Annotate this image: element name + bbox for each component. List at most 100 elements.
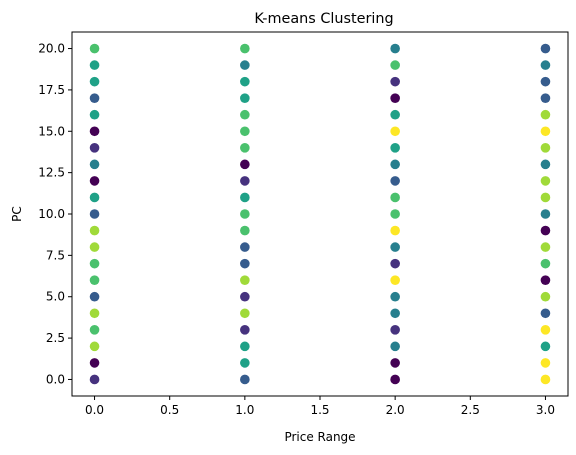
y-tick-label: 2.5 bbox=[46, 331, 65, 345]
data-point bbox=[89, 225, 100, 236]
data-point bbox=[240, 192, 250, 203]
y-tick-label: 20.0 bbox=[38, 42, 65, 56]
data-point bbox=[540, 358, 551, 368]
data-point bbox=[240, 325, 250, 335]
data-point bbox=[390, 159, 400, 170]
data-point bbox=[540, 242, 551, 252]
data-point bbox=[89, 192, 100, 203]
y-tick-label: 7.5 bbox=[46, 248, 65, 262]
data-point bbox=[240, 43, 250, 54]
data-point bbox=[540, 192, 551, 203]
data-point bbox=[89, 242, 100, 252]
data-point bbox=[540, 76, 551, 87]
data-point bbox=[89, 176, 100, 186]
data-point bbox=[89, 93, 100, 103]
data-point bbox=[89, 325, 100, 335]
y-tick-label: 12.5 bbox=[38, 166, 65, 180]
data-point bbox=[89, 258, 100, 269]
data-point bbox=[89, 291, 100, 302]
x-tick-label: 2.0 bbox=[386, 403, 405, 417]
data-point bbox=[240, 358, 250, 368]
data-point bbox=[390, 60, 400, 70]
x-tick-label: 2.5 bbox=[461, 403, 480, 417]
data-point bbox=[240, 242, 250, 252]
data-point bbox=[390, 308, 400, 319]
data-point bbox=[89, 308, 100, 319]
data-point bbox=[540, 109, 551, 120]
data-point bbox=[89, 341, 100, 352]
data-point bbox=[540, 43, 551, 54]
data-point bbox=[240, 374, 250, 385]
data-point bbox=[240, 209, 250, 219]
data-point bbox=[540, 126, 551, 137]
data-point bbox=[540, 225, 551, 236]
y-tick-label: 17.5 bbox=[38, 83, 65, 97]
x-axis-ticks: 0.0 0.5 1.0 1.5 2.0 2.5 3.0 bbox=[85, 396, 555, 417]
data-point bbox=[240, 176, 250, 186]
x-tick-label: 1.5 bbox=[310, 403, 329, 417]
data-point bbox=[240, 76, 250, 87]
data-point bbox=[89, 43, 100, 54]
data-point bbox=[240, 143, 250, 153]
data-point bbox=[390, 225, 400, 236]
data-point bbox=[540, 374, 551, 385]
data-point bbox=[540, 325, 551, 335]
data-point bbox=[540, 291, 551, 302]
data-point bbox=[390, 325, 400, 335]
data-point bbox=[390, 209, 400, 219]
data-point bbox=[89, 60, 100, 70]
data-point bbox=[390, 143, 400, 153]
data-point bbox=[390, 76, 400, 87]
data-point bbox=[390, 242, 400, 252]
data-point bbox=[89, 275, 100, 285]
data-point bbox=[540, 60, 551, 70]
data-point bbox=[390, 192, 400, 203]
data-point bbox=[540, 258, 551, 269]
y-tick-label: 0.0 bbox=[46, 372, 65, 386]
data-point bbox=[89, 358, 100, 368]
data-point bbox=[240, 275, 250, 285]
data-point bbox=[89, 374, 100, 385]
data-point bbox=[89, 76, 100, 87]
x-axis-label: Price Range bbox=[284, 430, 355, 444]
chart-title: K-means Clustering bbox=[254, 11, 393, 27]
data-point bbox=[240, 258, 250, 269]
data-point bbox=[240, 291, 250, 302]
x-tick-label: 0.5 bbox=[160, 403, 179, 417]
data-point bbox=[89, 109, 100, 120]
data-points bbox=[89, 43, 551, 385]
data-point bbox=[390, 93, 400, 103]
data-point bbox=[89, 126, 100, 137]
data-point bbox=[390, 374, 400, 385]
data-point bbox=[240, 225, 250, 236]
data-point bbox=[540, 143, 551, 153]
data-point bbox=[540, 341, 551, 352]
data-point bbox=[390, 291, 400, 302]
data-point bbox=[390, 109, 400, 120]
x-tick-label: 1.0 bbox=[235, 403, 254, 417]
y-tick-label: 10.0 bbox=[38, 207, 65, 221]
x-tick-label: 3.0 bbox=[536, 403, 555, 417]
data-point bbox=[390, 275, 400, 285]
data-point bbox=[390, 176, 400, 186]
data-point bbox=[390, 43, 400, 54]
data-point bbox=[240, 126, 250, 137]
data-point bbox=[390, 341, 400, 352]
data-point bbox=[240, 159, 250, 170]
data-point bbox=[89, 143, 100, 153]
y-axis-ticks: 0.0 2.5 5.0 7.5 10.0 12.5 15.0 17.5 20.0 bbox=[38, 42, 72, 386]
data-point bbox=[540, 308, 551, 319]
data-point bbox=[540, 176, 551, 186]
data-point bbox=[390, 358, 400, 368]
y-axis-label: PC bbox=[10, 206, 24, 222]
data-point bbox=[540, 275, 551, 285]
data-point bbox=[540, 159, 551, 170]
data-point bbox=[240, 60, 250, 70]
data-point bbox=[390, 258, 400, 269]
y-tick-label: 5.0 bbox=[46, 290, 65, 304]
data-point bbox=[240, 341, 250, 352]
data-point bbox=[89, 159, 100, 170]
data-point bbox=[240, 109, 250, 120]
data-point bbox=[390, 126, 400, 137]
